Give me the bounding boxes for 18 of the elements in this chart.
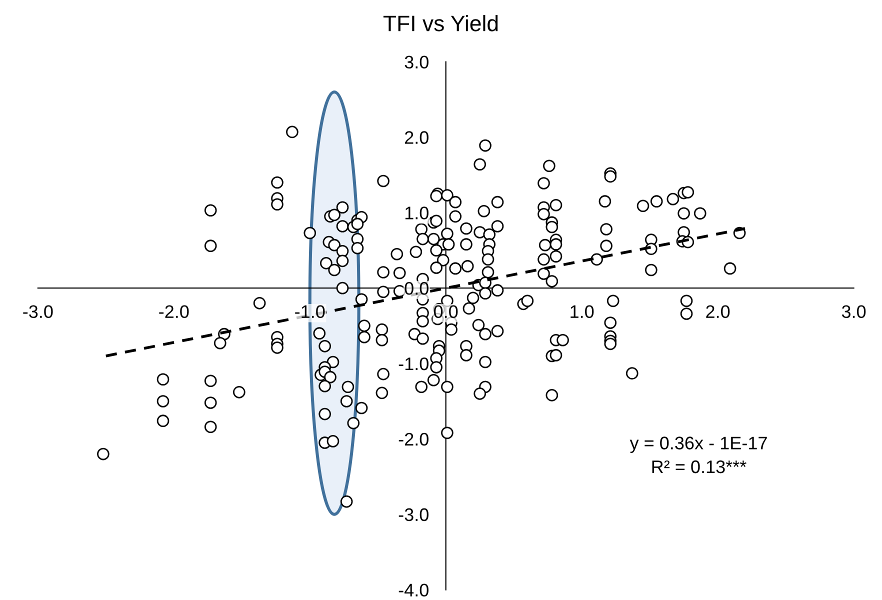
x-tick-label: 3.0 <box>842 305 866 318</box>
x-tick-label: -2.0 <box>159 305 189 318</box>
y-tick-label: -1.0 <box>398 357 428 370</box>
y-tick-label: -2.0 <box>398 432 428 446</box>
x-tick-label: -3.0 <box>23 305 53 318</box>
y-tick-label: 1.0 <box>405 206 428 220</box>
y-tick-label: 0.0 <box>404 282 428 295</box>
annotation: y = 0.36x - 1E-17 <box>630 436 767 454</box>
x-tick-label: -1.0 <box>295 305 325 318</box>
x-tick-label: 2.0 <box>706 305 730 318</box>
chart-title: TFI vs Yield <box>383 15 498 32</box>
y-tick-label: -4.0 <box>398 584 428 597</box>
x-tick-label: 0.0 <box>434 305 458 318</box>
y-tick-label: 3.0 <box>404 56 428 69</box>
y-tick-label: 2.0 <box>404 131 428 144</box>
y-tick-label: -3.0 <box>398 508 428 522</box>
annotation: R² = 0.13*** <box>652 460 746 474</box>
x-tick-label: 1.0 <box>570 305 594 318</box>
